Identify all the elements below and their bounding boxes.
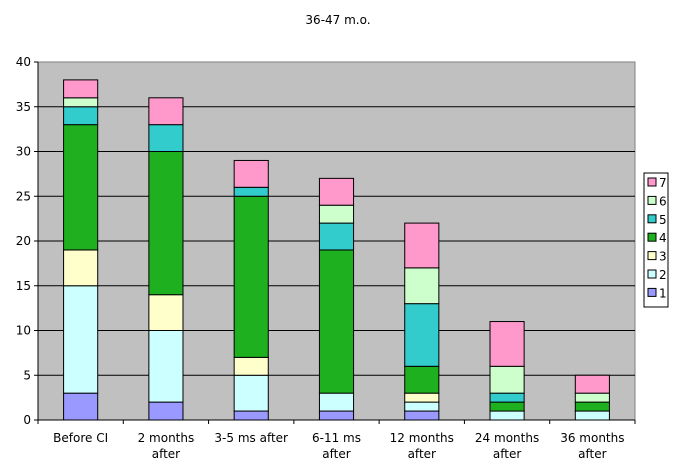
bar-segment-4 xyxy=(63,124,99,251)
y-tick-label: 10 xyxy=(16,324,31,338)
legend-label-4: 4 xyxy=(659,231,667,245)
x-axis: Before CI 2 months after 3-5 ms after 6-11 m… xyxy=(37,419,636,461)
bar-segment-1 xyxy=(404,410,440,421)
bar-segment-4 xyxy=(574,401,610,412)
legend-swatch-4 xyxy=(647,232,657,242)
legend-swatch-2 xyxy=(647,269,657,279)
bar-segment-6 xyxy=(489,365,525,394)
bar-segment-7 xyxy=(574,374,610,394)
bar-segment-1 xyxy=(233,410,269,421)
bar-segment-4 xyxy=(404,365,440,394)
legend-label-5: 5 xyxy=(659,213,667,227)
legend-swatch-5 xyxy=(647,214,657,224)
bar-segment-2 xyxy=(574,410,610,421)
legend-label-7: 7 xyxy=(659,176,667,190)
legend-label-2: 2 xyxy=(659,268,667,282)
x-tick-label: 24 months xyxy=(475,431,539,445)
y-axis: 0 5 10 15 20 25 30 35 40 xyxy=(16,55,39,427)
bar-segment-3 xyxy=(233,356,269,376)
bar-segment-7 xyxy=(318,177,355,206)
bar-segment-5 xyxy=(489,392,525,403)
bar-segment-4 xyxy=(318,249,355,394)
legend-swatch-3 xyxy=(647,251,657,261)
x-tick-label: after xyxy=(408,447,436,461)
legend-label-3: 3 xyxy=(659,250,667,264)
legend-label-6: 6 xyxy=(659,194,667,208)
bar-segment-2 xyxy=(318,392,355,412)
bar-segment-6 xyxy=(404,267,440,305)
bar-segment-6 xyxy=(63,97,99,108)
bar-segment-5 xyxy=(148,124,184,153)
bar-segment-1 xyxy=(318,410,355,421)
legend-swatch-7 xyxy=(647,177,657,187)
y-tick-label: 30 xyxy=(16,145,31,159)
x-tick-label: Before CI xyxy=(53,431,108,445)
bar-segment-4 xyxy=(148,151,184,296)
legend-entries: 7 6 5 4 3 2 1 xyxy=(647,176,667,300)
chart-title: 36-47 m.o. xyxy=(305,13,370,27)
x-tick-label: after xyxy=(322,447,350,461)
bar-segment-2 xyxy=(148,330,184,403)
bar-segment-2 xyxy=(233,374,269,412)
legend-swatch-1 xyxy=(647,287,657,297)
bars xyxy=(63,79,610,421)
y-tick-label: 25 xyxy=(16,189,31,203)
y-tick-label: 5 xyxy=(23,368,31,382)
bar-segment-4 xyxy=(489,401,525,412)
bar-segment-1 xyxy=(148,401,184,421)
legend-label-1: 1 xyxy=(659,286,667,300)
x-tick-label: 36 months xyxy=(560,431,624,445)
x-tick-label: 3-5 ms after xyxy=(214,431,288,445)
bar-segment-2 xyxy=(489,410,525,421)
bar-segment-6 xyxy=(574,392,610,403)
bar-segment-7 xyxy=(148,97,184,126)
y-tick-label: 15 xyxy=(16,279,31,293)
y-tick-label: 40 xyxy=(16,55,31,69)
x-tick-label: after xyxy=(578,447,606,461)
legend-swatch-6 xyxy=(647,195,657,205)
bar-segment-5 xyxy=(63,106,99,126)
bar-segment-4 xyxy=(233,195,269,358)
x-tick-label: after xyxy=(152,447,180,461)
y-tick-label: 0 xyxy=(23,413,31,427)
bar-segment-7 xyxy=(489,321,525,367)
bar-segment-5 xyxy=(318,222,355,251)
bar-segment-2 xyxy=(63,285,99,394)
y-tick-label: 35 xyxy=(16,100,31,114)
bar-segment-1 xyxy=(63,392,99,421)
bar-segment-5 xyxy=(233,186,269,197)
x-tick-label: 6-11 ms xyxy=(312,431,361,445)
x-tick-label: after xyxy=(493,447,521,461)
bar-segment-7 xyxy=(404,222,440,269)
y-tick-label: 20 xyxy=(16,234,31,248)
bar-segment-7 xyxy=(63,79,99,99)
bar-segment-5 xyxy=(404,303,440,367)
bar-segment-2 xyxy=(404,401,440,412)
bar-segment-3 xyxy=(63,249,99,287)
x-tick-label: 12 months xyxy=(390,431,454,445)
bar-segment-3 xyxy=(404,392,440,403)
x-tick-label: 2 months xyxy=(138,431,195,445)
bar-segment-3 xyxy=(148,294,184,332)
bar-segment-7 xyxy=(233,159,269,188)
bar-segment-6 xyxy=(318,204,355,224)
